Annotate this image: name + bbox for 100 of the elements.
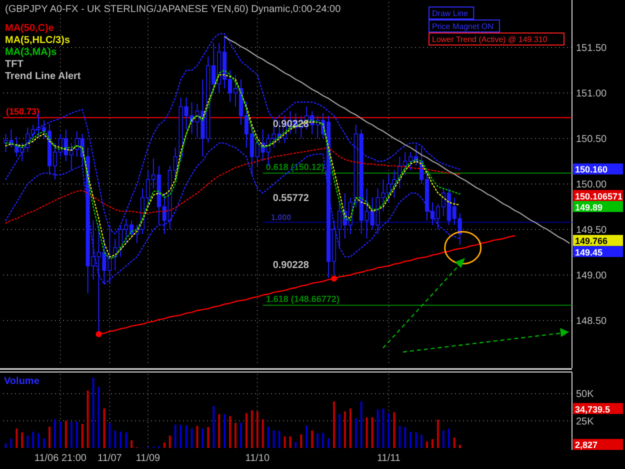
- y-tick-label: 149.00: [576, 270, 608, 282]
- bar: [393, 412, 396, 448]
- bar: [371, 417, 374, 448]
- text: 149.766: [575, 236, 608, 246]
- bar: [196, 426, 198, 448]
- bar: [278, 430, 280, 448]
- bar: [328, 438, 330, 448]
- bar: [262, 419, 264, 448]
- bar: [54, 419, 56, 448]
- bar: [59, 422, 62, 448]
- y-tick-label: 25K: [576, 416, 594, 428]
- bar: [333, 401, 336, 448]
- y-tick-label: 151.00: [576, 88, 608, 100]
- bar: [382, 408, 384, 448]
- bar: [190, 428, 193, 448]
- bar: [26, 436, 29, 448]
- bar: [108, 423, 111, 448]
- bar: [81, 424, 84, 448]
- bar: [120, 432, 122, 448]
- bar: [458, 444, 461, 448]
- text: MA(5,HLC/3)s: [5, 35, 70, 46]
- text: 149.45: [575, 247, 603, 258]
- y-tick-label: 151.50: [576, 43, 608, 54]
- bar: [388, 413, 390, 448]
- bar: [125, 432, 128, 448]
- bar: [338, 414, 340, 448]
- annotation: TFT: [5, 59, 24, 70]
- bar: [202, 428, 204, 448]
- text: 2,827: [575, 440, 598, 450]
- bar: [76, 422, 78, 448]
- bar: [420, 434, 423, 448]
- y-tick-label: 150.00: [576, 180, 608, 190]
- bar: [212, 406, 215, 448]
- bar: [185, 425, 188, 448]
- bar: [426, 441, 428, 448]
- bar: [360, 401, 362, 448]
- bar: [410, 432, 412, 448]
- bar: [38, 433, 40, 448]
- bar: [366, 417, 368, 448]
- bar: [64, 420, 67, 448]
- bar: [234, 422, 237, 448]
- chart-title: (GBPJPY A0-FX - UK STERLING/JAPANESE YEN,60) Dynamic,0:00-24:00: [5, 4, 342, 15]
- bar: [250, 410, 253, 448]
- bar: [86, 390, 89, 448]
- bar: [130, 440, 133, 448]
- annotation: 0.90228: [272, 260, 310, 271]
- bar: [70, 422, 72, 448]
- bar: [114, 430, 116, 448]
- bar: [431, 439, 434, 448]
- text: 34,739.5: [575, 404, 610, 414]
- line-series: [5, 147, 460, 224]
- bar: [322, 432, 324, 448]
- x-tick-label: 11/10: [245, 453, 270, 464]
- bar: [284, 436, 286, 448]
- bar: [349, 408, 352, 448]
- bar: [300, 434, 302, 448]
- x-tick-label: 11/09: [136, 453, 161, 464]
- ref-line-label: (150.73): [6, 106, 40, 117]
- bar: [294, 442, 297, 448]
- bar: [4, 443, 7, 448]
- bar: [103, 408, 106, 448]
- y-tick-label: 149.50: [576, 225, 608, 236]
- text: MA(50,C)e: [5, 23, 54, 34]
- bar: [448, 428, 450, 448]
- bar: [168, 436, 171, 448]
- bar: [272, 430, 275, 448]
- bar: [311, 430, 314, 448]
- y-tick-label: 50K: [576, 389, 594, 400]
- text: 150.160: [575, 164, 608, 175]
- annotation: 0.55772: [272, 193, 310, 204]
- bar: [218, 414, 220, 448]
- text: 150.106571: [575, 191, 623, 202]
- bar: [376, 410, 379, 448]
- line-series: [224, 36, 570, 244]
- annotation: 1.000: [271, 213, 292, 222]
- bar: [10, 438, 12, 448]
- bar: [163, 442, 166, 448]
- bar: [21, 432, 24, 448]
- bar: [404, 426, 406, 448]
- y-tick-label: 148.50: [576, 316, 608, 327]
- ref-line-label: 1.618 (148.66772): [266, 294, 340, 304]
- x-tick-label: 11/06 21:00: [34, 453, 87, 464]
- bar: [174, 424, 176, 448]
- bar: [256, 411, 258, 448]
- x-tick-label: 11/07: [98, 453, 122, 464]
- bar: [180, 424, 182, 448]
- bar: [245, 413, 248, 448]
- bar: [398, 426, 401, 448]
- text: MA(3,MA)s: [5, 47, 58, 58]
- bar: [207, 426, 210, 448]
- bar: [316, 433, 319, 448]
- bar: [16, 428, 18, 448]
- bar: [267, 426, 270, 448]
- bar: [240, 422, 242, 448]
- bar: [442, 430, 444, 448]
- bar: [344, 411, 346, 448]
- chart-title: Volume: [4, 376, 40, 387]
- bar: [32, 432, 34, 448]
- bar: [48, 426, 51, 448]
- bar: [224, 414, 226, 448]
